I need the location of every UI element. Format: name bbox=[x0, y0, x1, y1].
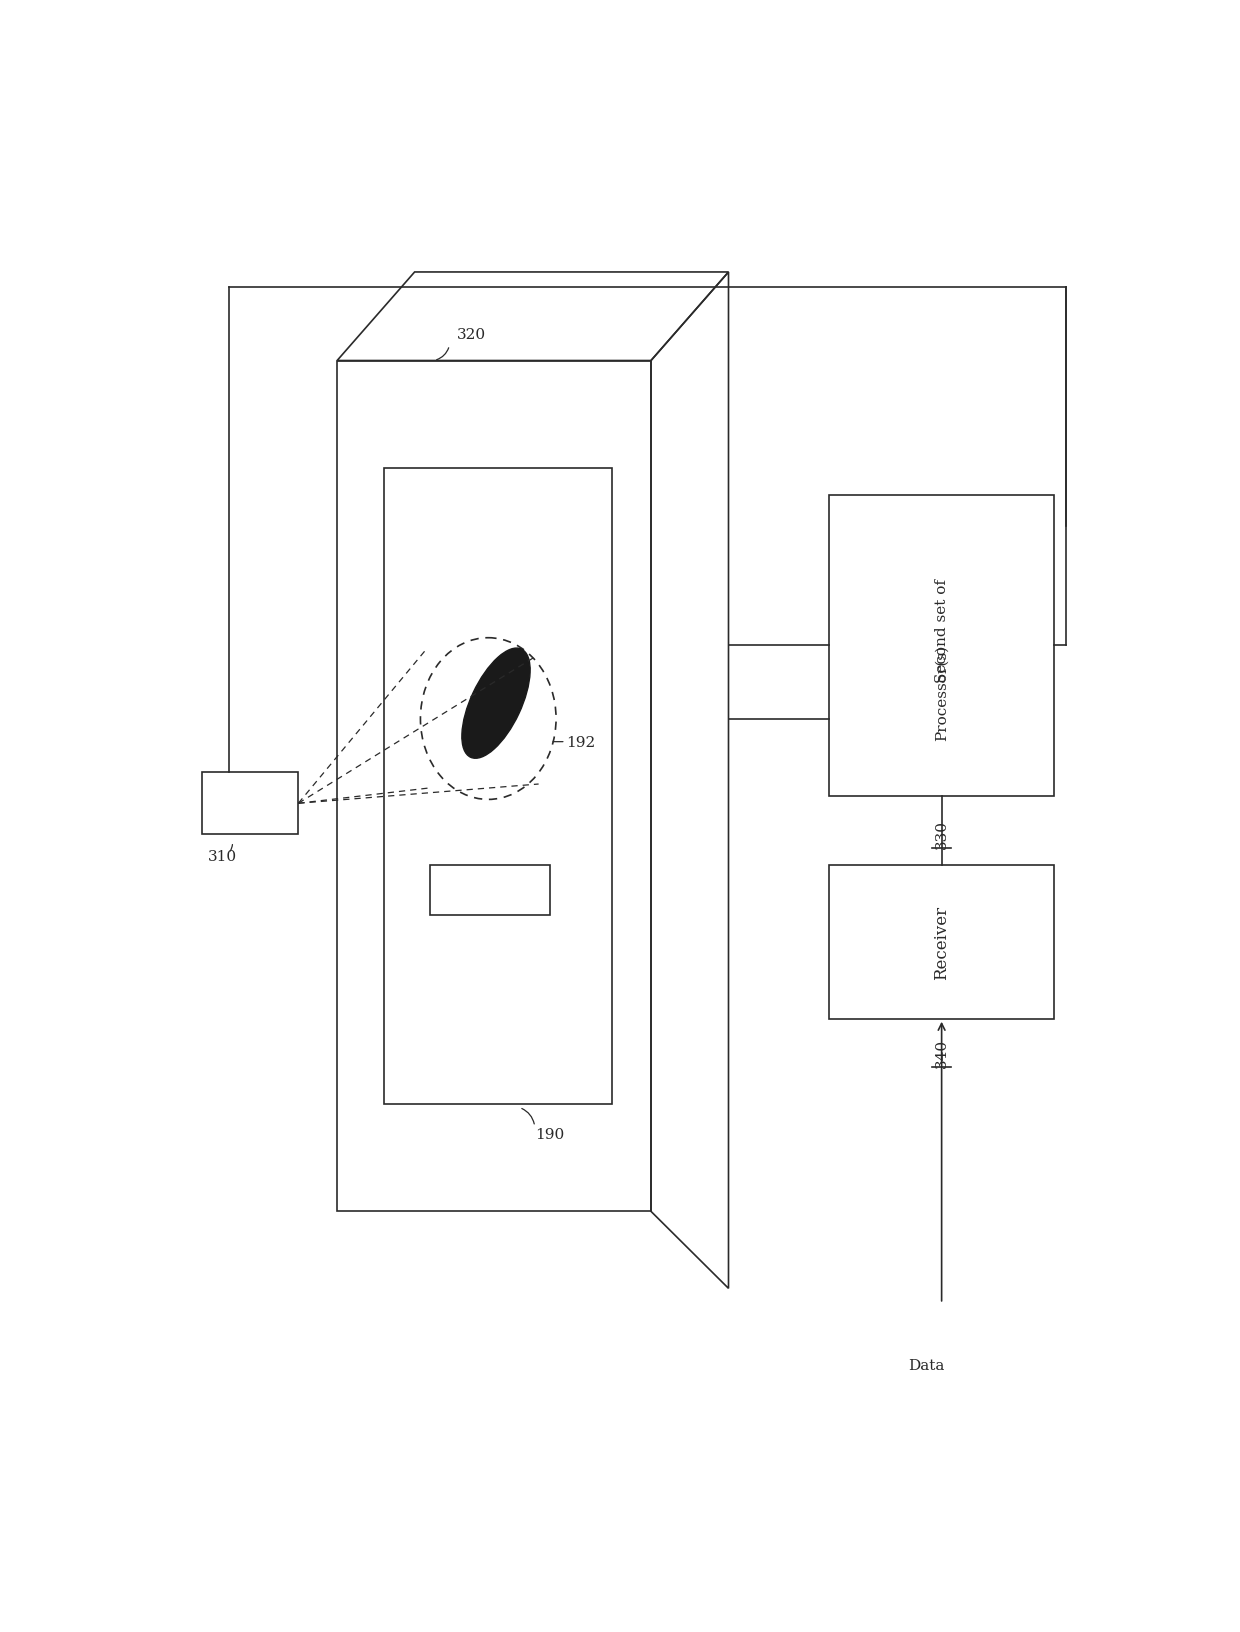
Bar bbox=[201, 774, 299, 834]
Bar bbox=[830, 496, 1054, 796]
Bar bbox=[830, 865, 1054, 1020]
Text: Second set of: Second set of bbox=[935, 579, 949, 682]
Text: Data: Data bbox=[908, 1358, 945, 1373]
Text: 320: 320 bbox=[458, 328, 486, 343]
Text: 190: 190 bbox=[534, 1128, 564, 1141]
Text: 330: 330 bbox=[935, 819, 949, 849]
Text: Processor(s): Processor(s) bbox=[935, 645, 949, 741]
Text: 192: 192 bbox=[565, 734, 595, 749]
Text: 310: 310 bbox=[207, 850, 237, 863]
Bar bbox=[430, 865, 551, 916]
Text: Receiver: Receiver bbox=[934, 906, 950, 979]
Ellipse shape bbox=[461, 648, 531, 759]
Text: 340: 340 bbox=[935, 1038, 949, 1067]
